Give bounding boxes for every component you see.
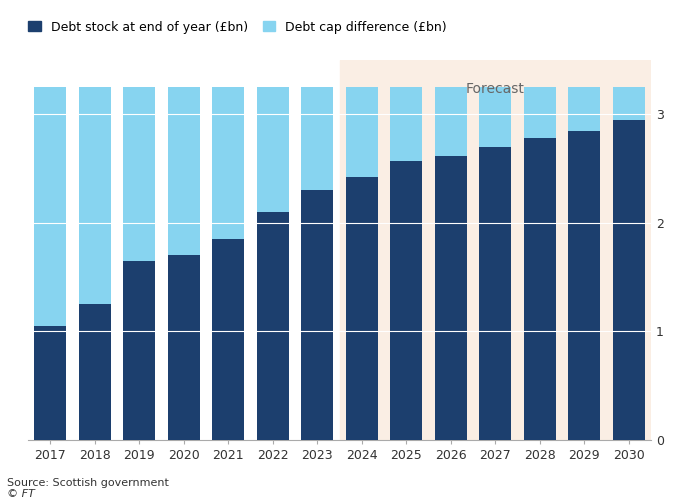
Bar xyxy=(257,212,289,440)
Bar xyxy=(34,326,66,440)
Bar xyxy=(78,87,111,304)
Bar xyxy=(340,60,651,440)
Bar xyxy=(568,130,601,440)
Bar xyxy=(212,87,244,239)
Bar xyxy=(390,87,422,161)
Bar xyxy=(257,87,289,212)
Bar xyxy=(168,87,200,256)
Bar xyxy=(568,87,601,130)
Bar xyxy=(123,261,155,440)
Bar xyxy=(612,87,645,120)
Bar xyxy=(78,304,111,440)
Bar xyxy=(301,87,333,190)
Bar xyxy=(301,190,333,440)
Legend: Debt stock at end of year (£bn), Debt cap difference (£bn): Debt stock at end of year (£bn), Debt ca… xyxy=(28,20,447,34)
Text: Forecast: Forecast xyxy=(466,82,525,96)
Bar xyxy=(435,87,467,156)
Bar xyxy=(346,178,378,440)
Bar xyxy=(435,156,467,440)
Bar xyxy=(480,87,511,147)
Bar xyxy=(212,239,244,440)
Bar xyxy=(346,87,378,178)
Bar xyxy=(390,161,422,440)
Bar xyxy=(168,256,200,440)
Text: Source: Scottish government: Source: Scottish government xyxy=(7,478,169,488)
Bar xyxy=(524,138,556,440)
Bar xyxy=(123,87,155,261)
Bar xyxy=(524,87,556,138)
Bar xyxy=(34,87,66,326)
Text: © FT: © FT xyxy=(7,489,35,499)
Bar xyxy=(612,120,645,440)
Bar xyxy=(480,147,511,440)
